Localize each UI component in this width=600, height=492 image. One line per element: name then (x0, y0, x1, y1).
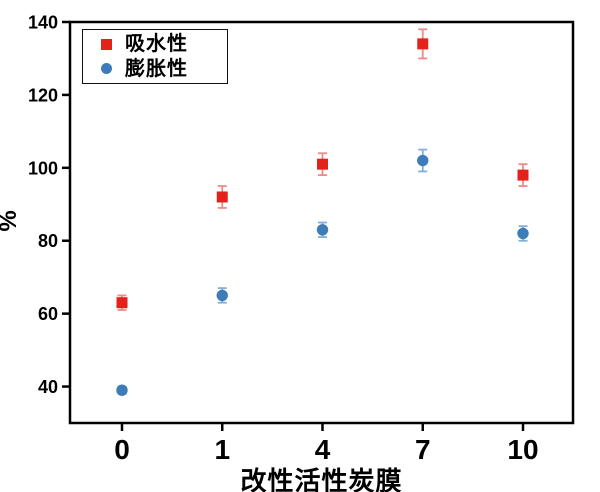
circle-marker-icon (316, 224, 329, 236)
circle-marker-icon (517, 227, 529, 240)
data-point-swelling (417, 148, 429, 173)
x-tick-label: 7 (415, 434, 431, 465)
square-marker-icon (116, 297, 128, 309)
y-tick-label: 80 (38, 231, 58, 251)
legend-label-swelling: 膨胀性 (125, 57, 188, 80)
x-tick-label: 0 (114, 434, 130, 465)
legend-item-absorption: 吸水性 (101, 34, 227, 54)
circle-marker-icon (101, 63, 112, 75)
data-point-swelling (316, 221, 329, 238)
x-tick-label: 10 (507, 434, 538, 465)
data-point-absorption (116, 294, 128, 311)
data-point-swelling (216, 287, 228, 304)
x-tick-label: 1 (214, 434, 230, 465)
data-point-absorption (417, 28, 429, 60)
y-axis-title: % (0, 186, 23, 256)
y-tick-label: 120 (28, 85, 58, 105)
legend-label-absorption: 吸水性 (125, 33, 188, 56)
x-tick-label: 4 (315, 434, 331, 465)
x-axis-title: 改性活性炭膜 (240, 466, 403, 492)
circle-marker-icon (116, 384, 128, 396)
square-marker-icon (317, 158, 328, 170)
y-tick-label: 140 (28, 13, 58, 33)
data-point-absorption (216, 185, 228, 209)
y-tick-label: 60 (38, 304, 58, 324)
circle-marker-icon (216, 289, 228, 302)
data-point-swelling (517, 225, 529, 242)
y-tick-label: 100 (28, 158, 58, 178)
square-marker-icon (216, 191, 228, 203)
circle-marker-icon (417, 154, 429, 167)
square-marker-icon (517, 169, 529, 181)
square-marker-icon (101, 38, 112, 50)
legend-item-swelling: 膨胀性 (101, 59, 227, 79)
y-tick-label: 40 (38, 377, 58, 397)
data-point-absorption (517, 163, 529, 187)
data-point-swelling (116, 384, 128, 396)
square-marker-icon (417, 38, 429, 50)
legend: 吸水性 膨胀性 (82, 29, 228, 84)
data-point-absorption (317, 152, 328, 177)
